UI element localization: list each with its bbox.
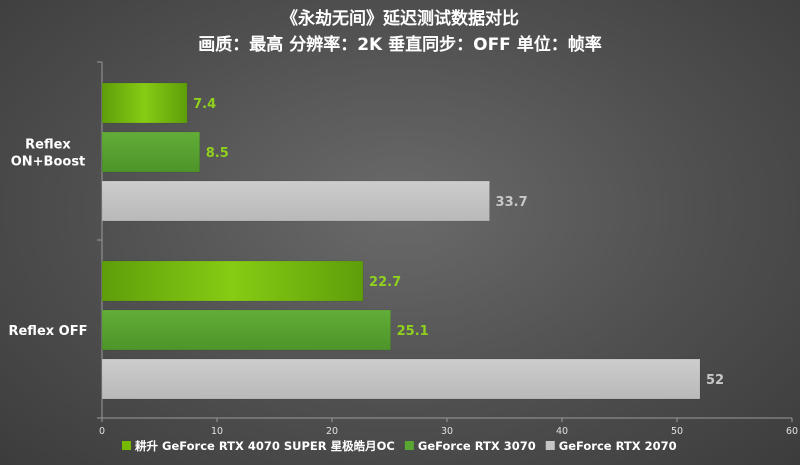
legend-swatch bbox=[404, 441, 414, 450]
data-label: 33.7 bbox=[496, 195, 528, 210]
category-label-line: ON+Boost bbox=[11, 155, 86, 170]
category-label: Reflex OFF bbox=[8, 324, 87, 339]
bar bbox=[101, 260, 364, 302]
legend-swatch bbox=[122, 441, 131, 450]
legend-label: GeForce RTX 2070 bbox=[559, 439, 677, 453]
bar bbox=[101, 358, 701, 400]
category-label-line: Reflex OFF bbox=[8, 324, 87, 339]
chart-subtitle: 画质：最高 分辨率：2K 垂直同步：OFF 单位：帧率 bbox=[198, 34, 601, 55]
data-label: 8.5 bbox=[206, 146, 229, 161]
x-tick-label: 10 bbox=[211, 426, 223, 437]
x-tick-label: 50 bbox=[671, 426, 683, 437]
data-label: 52 bbox=[706, 373, 724, 388]
x-tick-label: 60 bbox=[786, 426, 798, 437]
data-label: 25.1 bbox=[397, 324, 429, 339]
bar bbox=[101, 131, 200, 173]
x-tick-label: 30 bbox=[441, 426, 453, 437]
data-label: 22.7 bbox=[369, 275, 401, 290]
plot-area: 0 10 20 30 40 50 60 7.4 8.5 33.7 Reflex ON+Boost 22.… bbox=[8, 61, 798, 437]
bar bbox=[101, 180, 490, 222]
data-label: 7.4 bbox=[193, 97, 216, 112]
x-tick-label: 0 bbox=[99, 426, 105, 437]
category-label: Reflex ON+Boost bbox=[11, 138, 86, 170]
legend-swatch bbox=[545, 441, 555, 450]
legend-label: GeForce RTX 3070 bbox=[418, 439, 536, 453]
legend-label: 耕升 GeForce RTX 4070 SUPER 星极皓月OC bbox=[134, 439, 395, 453]
x-tick-label: 20 bbox=[326, 426, 338, 437]
bar bbox=[101, 82, 188, 124]
legend: 耕升 GeForce RTX 4070 SUPER 星极皓月OC GeForce … bbox=[122, 439, 677, 453]
x-tick-label: 40 bbox=[556, 426, 568, 437]
chart-title: 《永劫无间》延迟测试数据对比 bbox=[281, 8, 519, 29]
category-label-line: Reflex bbox=[25, 138, 71, 153]
bar bbox=[101, 309, 391, 351]
